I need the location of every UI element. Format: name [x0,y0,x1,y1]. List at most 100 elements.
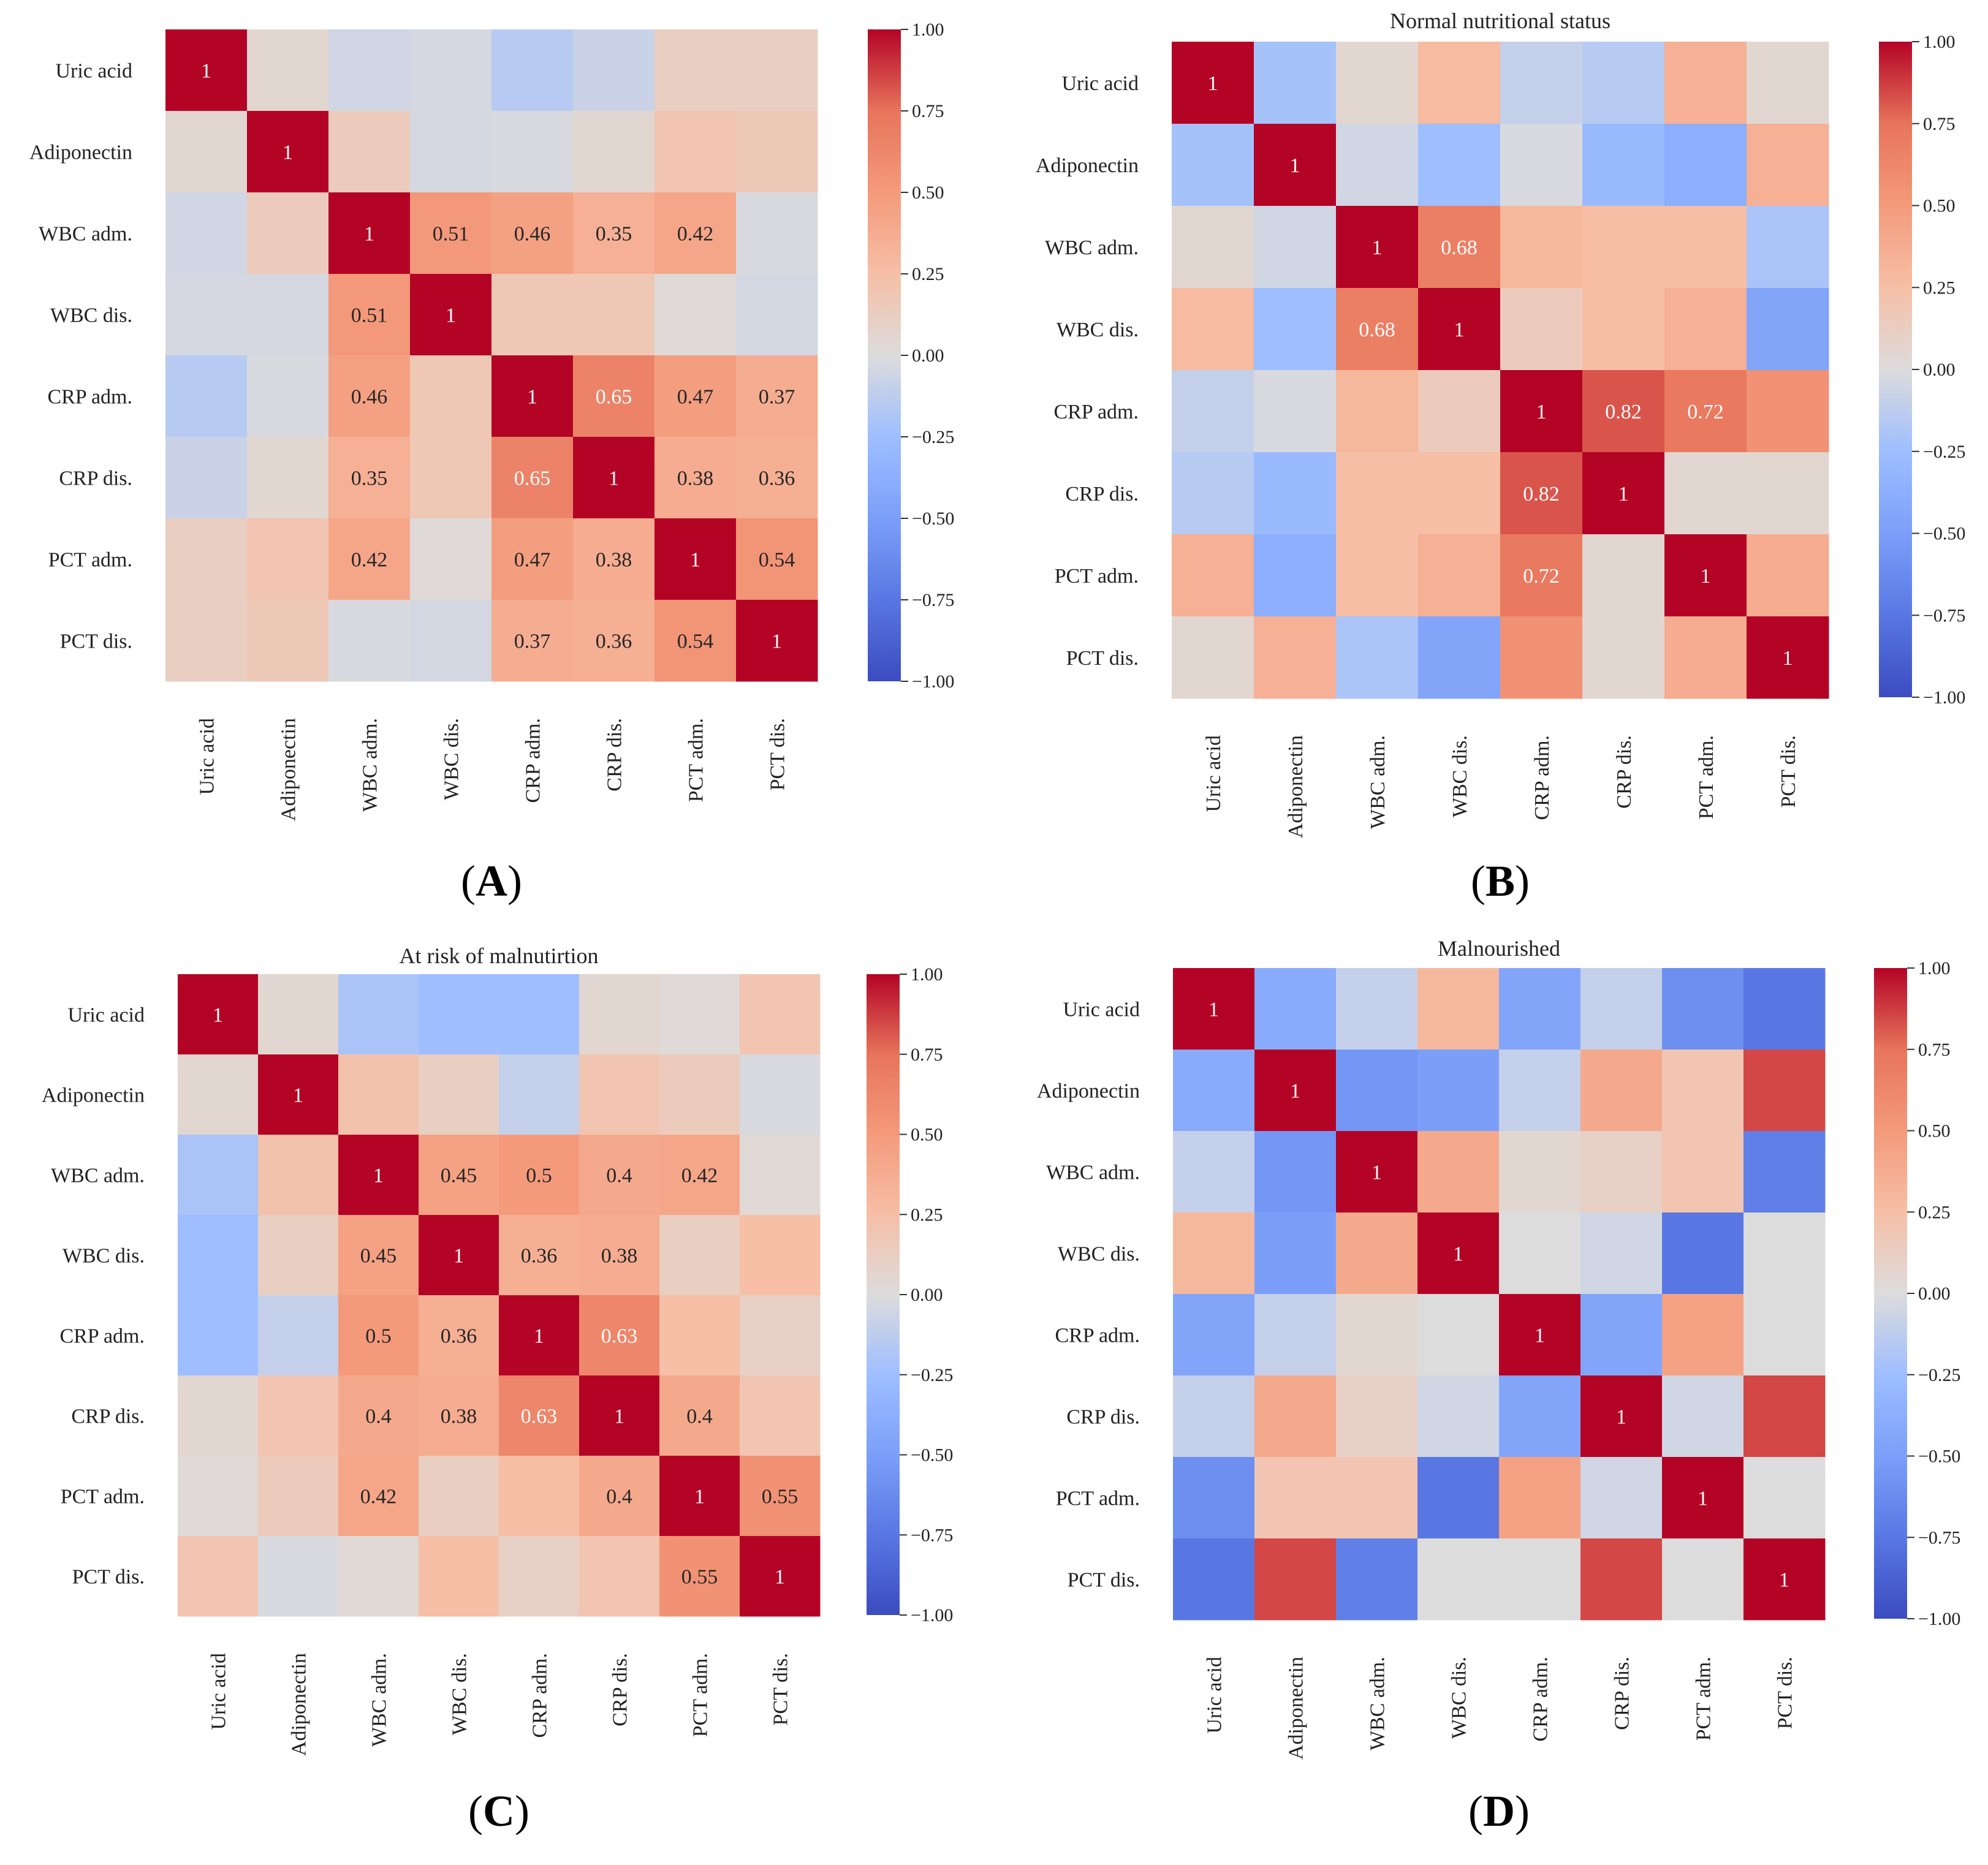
x-tick-label: PCT adm. [1695,735,1718,819]
heatmap-cell-r7-c4 [1499,1538,1581,1621]
colorbar-tick-label: −0.75 [911,1525,953,1545]
heatmap-cell-r6-c5 [1582,534,1665,617]
heatmap-cell-r5-c3 [1417,1375,1500,1458]
heatmap-cell-r4-c1 [1254,370,1337,453]
cell-annotation: 0.36 [759,467,795,490]
y-tick-label: PCT dis. [72,1566,145,1589]
heatmap-cell-r2-c7 [1743,1131,1826,1213]
heatmap-cell-r3-c1 [258,1215,339,1296]
heatmap-cell-r1-c3 [419,1054,499,1135]
heatmap-cell-r3-c2 [1336,288,1419,371]
heatmap-cell-r1-c3 [1417,1050,1500,1132]
y-tick-label: PCT dis. [60,630,132,653]
cell-annotation: 1 [1698,1488,1708,1510]
cell-annotation: 0.65 [514,467,551,490]
heatmap-cell-r2-c2 [1336,206,1419,289]
panels-layer: 111 0.51 0.46 0.35 0.420.51 10.46 1 0.65 0.47 0.3… [29,9,1966,1836]
heatmap-cell-r5-c1 [247,437,329,519]
heatmap-cell-r7-c6 [1664,616,1747,699]
colorbar-tick-label: 0.50 [1918,1121,1951,1141]
heatmap-cell-r1-c1 [247,111,329,193]
x-tick-label: PCT dis. [770,1653,792,1725]
heatmap-cell-r6-c1 [1254,1457,1337,1539]
heatmap-cell-r3-c2 [1336,1212,1418,1295]
cell-annotation: 0.36 [441,1325,477,1348]
heatmap-cell-r6-c6 [1662,1457,1744,1539]
heatmap-cell-r1-c2 [338,1054,419,1135]
colorbar [1879,42,1912,697]
heatmap-cell-r7-c3 [1417,1538,1500,1621]
colorbar-tick-label: 0.00 [912,346,944,366]
heatmap-panel-C: At risk of malnutirtion 1 1 1 0.45 0.5 0.4 0.42… [42,944,954,1836]
heatmap-cell-r3-c6 [659,1215,740,1296]
y-tick-label: Uric acid [1063,999,1140,1021]
colorbar-tick-label: 1.00 [1923,32,1956,52]
heatmap-cell-r2-c6 [654,192,737,274]
x-tick-label: PCT adm. [685,718,708,802]
y-tick-label: CRP dis. [1065,483,1139,505]
cell-annotation: 0.47 [514,549,551,572]
heatmap-cell-r3-c0 [178,1215,259,1296]
cell-annotation: 1 [446,305,456,327]
heatmap-cell-r3-c1 [1254,288,1337,371]
heatmap-cell-r4-c6 [659,1295,740,1376]
heatmap-cell-r5-c7 [740,1375,821,1456]
colorbar-tick-label: 0.25 [911,1205,943,1225]
heatmap-cell-r7-c1 [1254,1538,1337,1621]
heatmap-cell-r7-c5 [579,1536,660,1617]
y-tick-label: WBC adm. [1045,236,1139,259]
colorbar-tick-label: 0.00 [1918,1284,1951,1304]
heatmap-cell-r3-c3 [1418,288,1501,371]
heatmap-cell-r6-c3 [1417,1457,1500,1539]
heatmap-cell-r3-c3 [410,274,492,356]
panel-title: At risk of malnutirtion [400,944,599,968]
heatmap-cell-r5-c7 [736,437,818,519]
x-tick-label: PCT adm. [689,1653,712,1737]
colorbar-tick-label: −1.00 [912,671,954,692]
heatmap-cell-r6-c6 [1664,534,1747,617]
colorbar-tick-label: −1.00 [1918,1609,1960,1629]
heatmap-cell-r5-c0 [1172,452,1254,535]
x-tick-label: PCT dis. [1774,1657,1797,1729]
y-tick-label: PCT adm. [1056,1488,1140,1510]
cell-annotation: 1 [1208,999,1219,1021]
heatmap-cell-r2-c3 [1417,1131,1500,1213]
heatmap-cell-r0-c3 [1417,968,1500,1050]
heatmap-cell-r5-c2 [1336,1375,1418,1458]
cell-annotation: 1 [201,60,211,83]
heatmap-cell-r1-c2 [328,111,411,193]
heatmap-cell-r1-c6 [659,1054,740,1135]
cell-annotation: 0.37 [759,386,795,409]
heatmap-cell-r0-c6 [1664,42,1747,124]
heatmap-cell-r6-c3 [1418,534,1501,617]
x-tick-label: WBC dis. [1448,1657,1471,1739]
x-tick-label: PCT dis. [1777,735,1800,808]
cell-annotation: 0.72 [1687,401,1724,423]
heatmap-cell-r0-c2 [1336,42,1419,124]
cell-annotation: 0.42 [681,1165,718,1187]
heatmap-cell-r0-c5 [1582,42,1665,124]
y-tick-label: WBC dis. [1058,1243,1140,1266]
x-tick-label: PCT adm. [1693,1657,1715,1741]
cell-annotation: 1 [1454,319,1465,341]
heatmap-cell-r1-c6 [1662,1050,1744,1132]
heatmap-cell-r0-c6 [1662,968,1744,1050]
heatmap-cell-r6-c5 [1580,1457,1663,1539]
heatmap-cell-r4-c5 [573,355,655,437]
heatmap-cell-r2-c5 [1580,1131,1663,1213]
heatmap-cell-r2-c5 [579,1135,660,1216]
heatmap-cell-r2-c3 [1418,206,1501,289]
heatmap-cell-r0-c3 [1418,42,1501,124]
heatmap-cell-r4-c1 [247,355,329,437]
panel-caption: (C) [468,1787,529,1836]
heatmap-cell-r5-c4 [1500,452,1583,535]
heatmap-cell-r5-c6 [1662,1375,1744,1458]
heatmap-cell-r5-c0 [1173,1375,1255,1458]
heatmap-cell-r5-c1 [258,1375,339,1456]
colorbar [1874,968,1907,1619]
heatmap-cell-r1-c4 [491,111,574,193]
cell-annotation: 0.5 [365,1325,392,1348]
heatmap-cell-r6-c2 [328,518,411,600]
heatmap-cell-r7-c4 [1500,616,1583,699]
